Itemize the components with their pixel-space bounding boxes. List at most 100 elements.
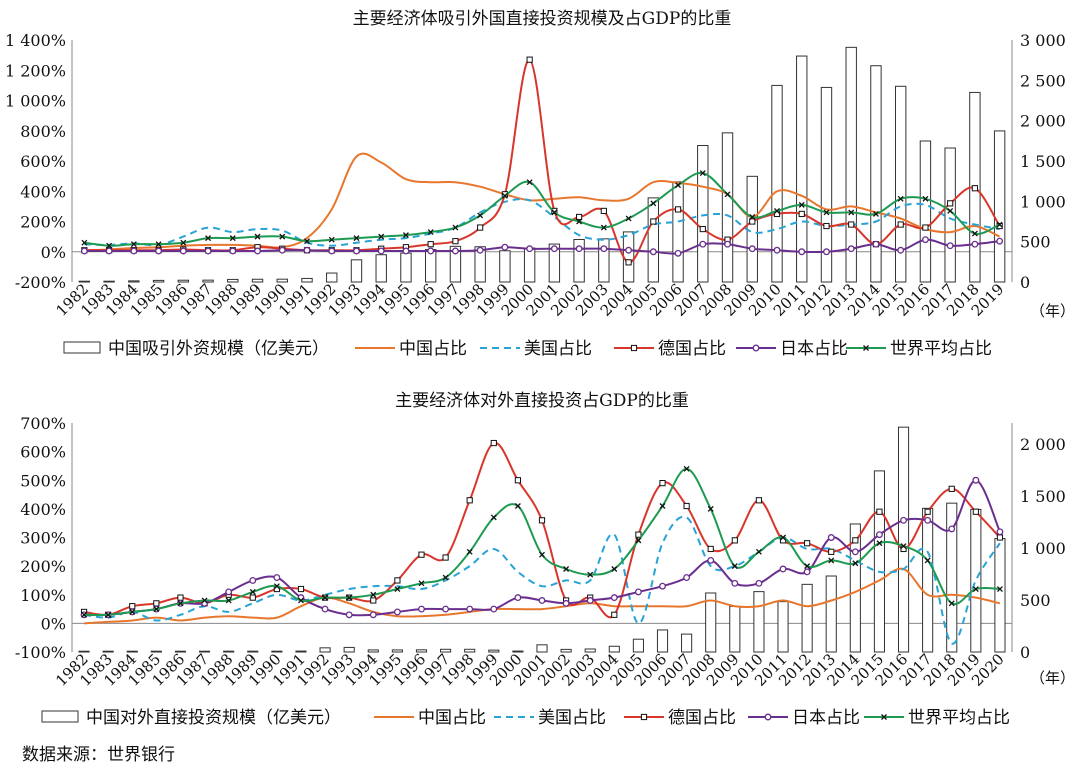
point-germany-2015: [876, 508, 883, 515]
point-japan-2018: [948, 525, 956, 533]
legend-label: 日本占比: [792, 708, 860, 728]
point-japan-2005: [634, 588, 642, 596]
point-japan-1996: [418, 605, 425, 613]
point-world-2017: [924, 557, 931, 564]
point-germany-2006: [659, 480, 666, 487]
series-japan: [80, 236, 1004, 257]
point-world-2011: [798, 201, 805, 208]
point-japan-2011: [779, 565, 787, 573]
legend-item-world: 世界平均占比: [864, 708, 1010, 728]
point-world-2002: [576, 218, 583, 225]
point-japan-1997: [442, 605, 450, 613]
point-japan-2020: [996, 528, 1004, 536]
point-world-1987: [201, 597, 208, 604]
point-japan-1993: [353, 247, 360, 255]
point-germany-2004: [611, 611, 618, 618]
point-world-2007: [683, 465, 690, 472]
point-japan-2015: [875, 531, 883, 539]
series-world: [81, 170, 1003, 249]
bar-2019: [970, 508, 982, 653]
right-tick-label: 1 000: [1020, 539, 1066, 558]
point-world-2018: [948, 600, 955, 607]
point-japan-1989: [249, 576, 257, 584]
chart-title: 主要经济体吸引外国直接投资规模及占GDP的比重: [353, 9, 732, 29]
point-japan-2019: [972, 476, 980, 484]
point-germany-1994: [370, 597, 377, 604]
point-japan-2003: [600, 245, 608, 253]
bar-1986: [177, 279, 190, 283]
left-tick-label: 100%: [20, 586, 66, 605]
point-japan-2008: [707, 556, 715, 564]
point-japan-2014: [851, 548, 859, 556]
bar-1988: [223, 650, 235, 653]
point-world-1999: [501, 192, 508, 199]
point-world-2001: [539, 551, 545, 558]
bar-1996: [415, 649, 428, 653]
point-japan-2003: [586, 597, 594, 604]
bar-2009: [729, 605, 741, 653]
point-japan-2002: [562, 599, 570, 607]
legend-label: 中国占比: [418, 708, 486, 728]
point-world-2007: [699, 170, 706, 177]
point-japan-2017: [946, 242, 954, 250]
point-world-1992: [328, 236, 335, 243]
point-world-1984: [129, 608, 136, 615]
left-tick-label: 600%: [20, 443, 66, 462]
point-japan-2019: [996, 237, 1004, 245]
legend-item-germany: 德国占比: [624, 708, 736, 728]
point-germany-2019: [972, 508, 979, 515]
bar-1989: [251, 278, 264, 283]
legend-swatch-marker: [863, 345, 869, 351]
bar-2019: [993, 130, 1006, 283]
point-world-2003: [587, 571, 594, 578]
point-world-2010: [755, 548, 762, 555]
bar-1999: [488, 649, 500, 653]
legend-item-japan: 日本占比: [748, 708, 860, 728]
legend-label: 中国吸引外资规模（亿美元）: [108, 339, 329, 359]
series-line-japan: [84, 479, 1001, 617]
left-tick-label: 0%: [41, 614, 66, 633]
point-world-2003: [600, 224, 607, 231]
point-world-1998: [477, 212, 484, 219]
bar-2002: [573, 238, 585, 283]
point-japan-2018: [971, 240, 979, 248]
bar-1997: [449, 245, 462, 283]
point-japan-1996: [427, 247, 435, 255]
point-germany-2000: [514, 477, 521, 484]
point-world-2005: [635, 537, 642, 544]
chart-fdi-inflow: 主要经济体吸引外国直接投资规模及占GDP的比重 -200% 0% 200% 400% 60…: [5, 9, 1075, 359]
legend-label: 德国占比: [668, 708, 736, 728]
bar-1985: [150, 650, 162, 653]
left-tick-label: 600%: [20, 152, 66, 171]
bar-1986: [174, 650, 187, 653]
bar-1992: [326, 272, 338, 283]
bar-1987: [199, 650, 211, 653]
point-japan-2002: [575, 245, 583, 253]
bar-1987: [202, 279, 214, 283]
point-germany-2005: [635, 531, 642, 538]
point-japan-2011: [798, 248, 806, 256]
point-japan-1992: [321, 605, 329, 613]
bar-2001: [536, 644, 548, 653]
bar-2016: [919, 140, 932, 283]
point-world-2013: [828, 557, 835, 564]
point-world-2004: [611, 566, 618, 572]
point-world-1982: [81, 239, 88, 246]
legend-label: 世界平均占比: [890, 339, 992, 359]
legend-label: 中国占比: [399, 339, 467, 359]
bar-2010: [753, 591, 765, 653]
point-japan-1987: [204, 247, 212, 255]
point-world-1996: [418, 580, 425, 587]
legend-swatch-marker: [764, 713, 772, 721]
legend-label: 美国占比: [524, 339, 592, 359]
legend-swatch-marker: [630, 344, 638, 352]
point-germany-1986: [177, 594, 184, 601]
point-world-2019: [996, 221, 1003, 228]
point-japan-2012: [803, 568, 811, 576]
legend-item-germany: 德国占比: [614, 339, 726, 359]
bar-1990: [276, 278, 288, 283]
point-world-2012: [804, 563, 811, 570]
point-world-2015: [897, 195, 904, 202]
point-germany-2009: [749, 218, 756, 225]
point-japan-1994: [369, 611, 377, 619]
